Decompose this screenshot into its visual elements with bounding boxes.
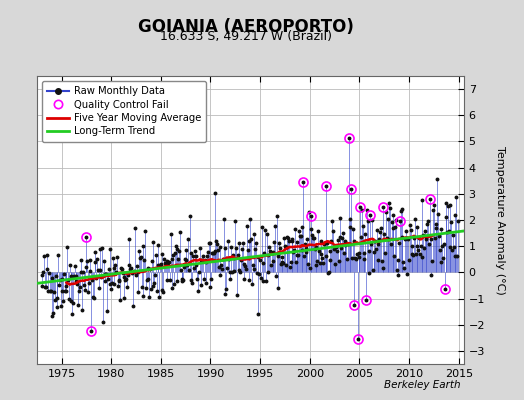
Text: GOIANIA (AEROPORTO): GOIANIA (AEROPORTO) xyxy=(138,18,354,36)
Legend: Raw Monthly Data, Quality Control Fail, Five Year Moving Average, Long-Term Tren: Raw Monthly Data, Quality Control Fail, … xyxy=(42,81,206,142)
Text: 16.633 S, 49.217 W (Brazil): 16.633 S, 49.217 W (Brazil) xyxy=(160,30,332,43)
Text: Berkeley Earth: Berkeley Earth xyxy=(385,380,461,390)
Y-axis label: Temperature Anomaly (°C): Temperature Anomaly (°C) xyxy=(495,146,505,294)
